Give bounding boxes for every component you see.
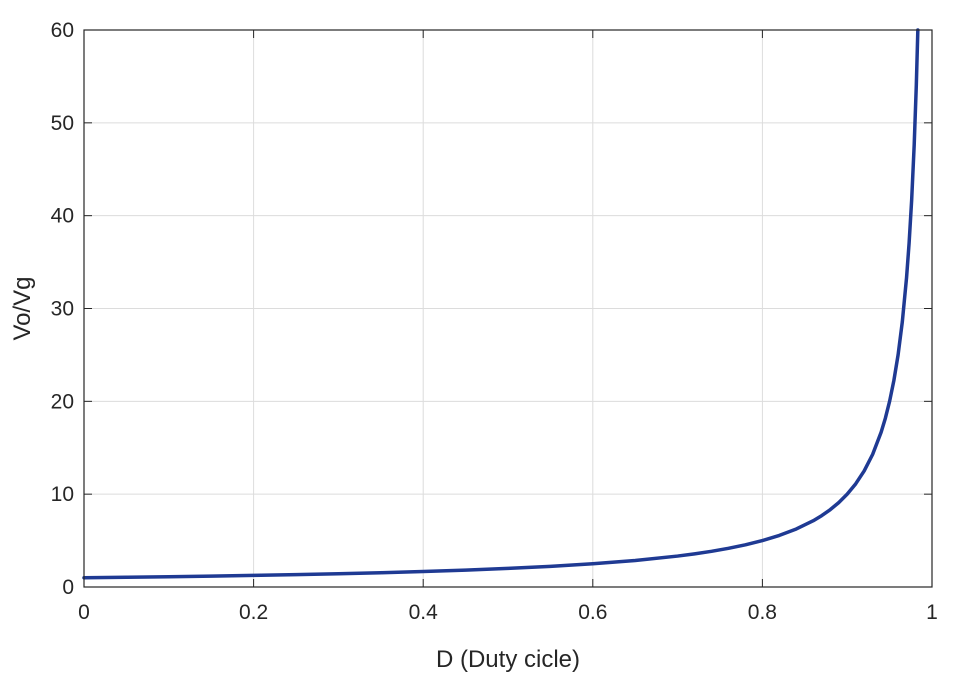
x-tick-labels: 0 0.2 0.4 0.6 0.8 1 — [78, 601, 938, 624]
x-axis-label: D (Duty cicle) — [436, 646, 580, 673]
y-tick-label: 50 — [51, 112, 74, 135]
grid — [84, 30, 932, 587]
x-tick-label: 0.4 — [409, 601, 439, 624]
y-tick-label: 30 — [51, 298, 74, 321]
ticks-layer — [83, 29, 933, 588]
x-tick-label: 0.2 — [239, 601, 268, 624]
y-tick-label: 60 — [51, 19, 74, 42]
x-tick-label: 0 — [78, 601, 90, 624]
x-tick-label: 0.8 — [748, 601, 777, 624]
series-layer — [82, 28, 920, 580]
series-line — [82, 28, 920, 580]
y-tick-label: 20 — [51, 390, 74, 413]
y-tick-label: 0 — [62, 576, 74, 599]
x-tick-label: 0.6 — [578, 601, 607, 624]
x-tick-label: 1 — [926, 601, 938, 624]
y-tick-labels: 0 10 20 30 40 50 60 — [51, 19, 74, 599]
y-tick-label: 10 — [51, 483, 74, 506]
y-axis-label: Vo/Vg — [9, 276, 36, 340]
y-tick-label: 40 — [51, 205, 74, 228]
